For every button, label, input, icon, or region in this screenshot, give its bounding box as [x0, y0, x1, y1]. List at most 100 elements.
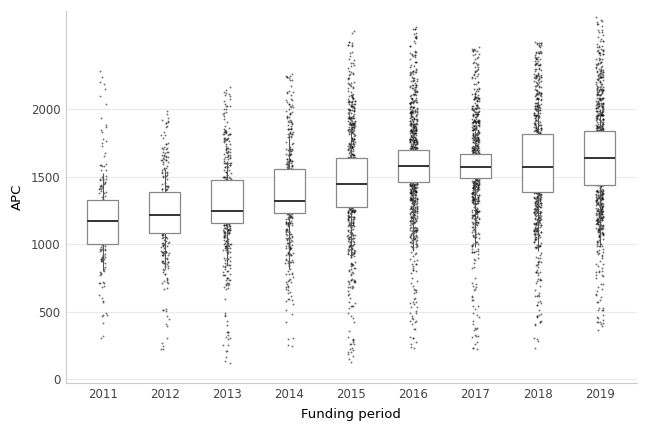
- Point: [596, 165, 607, 172]
- Point: [596, 293, 606, 300]
- Point: [346, 164, 356, 171]
- Point: [345, 254, 356, 260]
- Point: [471, 88, 481, 95]
- Point: [343, 277, 353, 284]
- Point: [472, 206, 482, 213]
- Point: [597, 136, 607, 143]
- Point: [220, 310, 230, 317]
- Point: [594, 99, 605, 106]
- Point: [283, 283, 293, 289]
- Point: [349, 253, 359, 260]
- Point: [406, 183, 416, 190]
- Point: [411, 189, 421, 196]
- Point: [411, 89, 422, 95]
- Point: [408, 68, 418, 75]
- Point: [593, 139, 603, 146]
- Point: [529, 208, 539, 215]
- Point: [594, 60, 604, 67]
- Point: [283, 214, 293, 221]
- Point: [468, 112, 478, 119]
- Point: [469, 123, 479, 130]
- Point: [594, 178, 605, 185]
- Point: [407, 151, 417, 158]
- Point: [596, 160, 607, 167]
- Point: [410, 173, 420, 180]
- Point: [349, 130, 360, 137]
- Point: [529, 167, 540, 174]
- Point: [533, 95, 543, 102]
- Point: [282, 99, 292, 106]
- Point: [529, 178, 540, 185]
- Point: [534, 218, 544, 225]
- Point: [597, 161, 608, 168]
- Point: [594, 49, 604, 56]
- Point: [219, 159, 229, 166]
- Point: [593, 263, 603, 270]
- Point: [592, 21, 602, 28]
- Point: [595, 232, 605, 239]
- Point: [536, 93, 546, 100]
- Point: [225, 224, 235, 231]
- Point: [345, 159, 356, 166]
- Point: [529, 219, 540, 226]
- Point: [100, 250, 110, 257]
- Point: [594, 101, 604, 108]
- Point: [349, 277, 359, 284]
- Point: [405, 118, 415, 124]
- Point: [406, 209, 416, 216]
- Point: [222, 196, 233, 203]
- Point: [536, 139, 546, 146]
- Point: [597, 105, 608, 112]
- Point: [529, 231, 539, 238]
- Point: [594, 123, 605, 130]
- Point: [467, 126, 478, 133]
- Point: [288, 301, 298, 308]
- Point: [591, 114, 601, 121]
- Point: [597, 119, 607, 126]
- Point: [406, 103, 417, 110]
- Point: [472, 229, 483, 236]
- Point: [348, 120, 358, 127]
- Point: [529, 189, 540, 196]
- Point: [532, 162, 542, 169]
- Point: [157, 239, 168, 246]
- Point: [597, 193, 607, 200]
- Point: [345, 341, 356, 348]
- Point: [411, 147, 421, 154]
- Point: [593, 89, 603, 96]
- Point: [409, 104, 419, 111]
- Point: [349, 103, 359, 110]
- Point: [409, 130, 419, 137]
- Point: [345, 265, 356, 272]
- Point: [349, 246, 360, 253]
- Point: [286, 108, 297, 115]
- Point: [406, 108, 417, 115]
- Point: [345, 163, 356, 170]
- Point: [596, 143, 607, 150]
- Point: [468, 182, 478, 189]
- Point: [286, 236, 296, 243]
- Point: [406, 134, 417, 141]
- Point: [283, 235, 293, 241]
- Point: [159, 236, 169, 243]
- Point: [471, 149, 481, 156]
- Point: [406, 108, 417, 114]
- Point: [535, 156, 546, 163]
- Point: [592, 41, 602, 48]
- Point: [408, 137, 419, 143]
- Point: [349, 209, 359, 216]
- Point: [592, 196, 603, 203]
- Point: [286, 95, 297, 102]
- Point: [282, 190, 292, 197]
- Point: [469, 344, 479, 351]
- Point: [159, 245, 169, 251]
- Point: [283, 250, 294, 257]
- Point: [530, 114, 540, 121]
- Point: [411, 237, 422, 244]
- Point: [226, 199, 236, 206]
- Point: [411, 98, 421, 105]
- Point: [535, 136, 546, 143]
- Point: [407, 206, 417, 213]
- Point: [162, 277, 172, 284]
- Point: [472, 94, 482, 101]
